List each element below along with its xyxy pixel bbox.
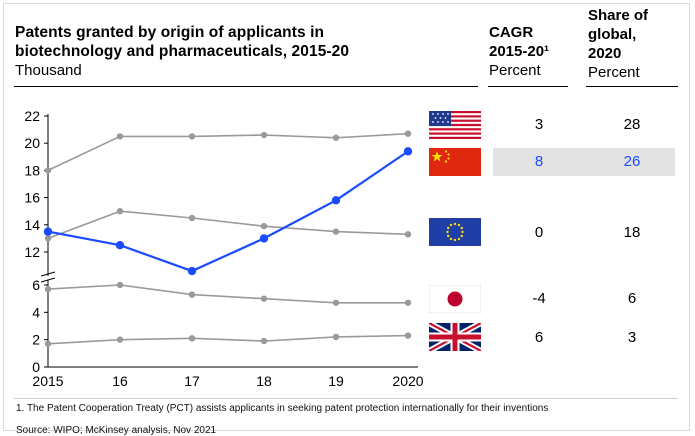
series-line bbox=[47, 150, 409, 273]
y-tick-label: 6 bbox=[32, 277, 40, 293]
x-tick-label: 19 bbox=[328, 373, 344, 389]
footer-rule bbox=[14, 398, 678, 399]
share-column-header: Share of global, 2020 Percent bbox=[588, 6, 648, 82]
data-point bbox=[188, 133, 196, 140]
data-point bbox=[116, 281, 124, 289]
y-tick-label: 14 bbox=[24, 217, 40, 233]
china-row-highlight bbox=[493, 148, 675, 176]
data-point bbox=[188, 214, 196, 222]
cagr-header-unit: Percent bbox=[489, 62, 541, 79]
data-point bbox=[187, 266, 197, 276]
data-point bbox=[332, 299, 340, 306]
data-point bbox=[188, 335, 196, 342]
china-flag-icon bbox=[429, 148, 481, 176]
y-tick-label: 18 bbox=[24, 162, 40, 178]
y-tick-label: 20 bbox=[24, 135, 40, 151]
data-point bbox=[403, 147, 413, 156]
axis-break-mark-1 bbox=[40, 271, 56, 277]
data-point bbox=[260, 131, 268, 139]
data-point bbox=[404, 299, 412, 306]
x-tick-label: 17 bbox=[184, 373, 200, 389]
data-point bbox=[260, 337, 268, 345]
us-share-value: 28 bbox=[623, 116, 641, 133]
data-point bbox=[44, 340, 52, 347]
data-point bbox=[188, 291, 196, 298]
uk-flag-icon bbox=[429, 323, 481, 351]
uk-share-value: 3 bbox=[627, 329, 637, 346]
eu-flag-icon bbox=[429, 218, 481, 246]
japan-cagr-value: -4 bbox=[532, 290, 546, 307]
chart-frame bbox=[3, 3, 690, 431]
data-point bbox=[44, 285, 52, 293]
us-cagr-value: 3 bbox=[534, 116, 544, 133]
title-block: Patents granted by origin of applicants … bbox=[15, 23, 475, 80]
cagr-header-line-1: CAGR bbox=[489, 24, 534, 41]
title-rule bbox=[14, 86, 478, 87]
series-layer bbox=[43, 130, 413, 347]
data-point bbox=[43, 227, 53, 236]
cagr-column-header: CAGR 2015-20¹ Percent bbox=[489, 23, 549, 80]
uk-cagr-value: 6 bbox=[534, 329, 544, 346]
series-line bbox=[47, 210, 409, 240]
chart-title-line-2: biotechnology and pharmaceuticals, 2015-… bbox=[15, 43, 350, 60]
y-tick-label: 12 bbox=[24, 244, 40, 260]
japan-share-value: 6 bbox=[627, 290, 637, 307]
y-axis: 0 2 4 6 12 14 16 18 20 22 bbox=[24, 108, 418, 375]
share-header-unit: Percent bbox=[588, 64, 640, 81]
series-line bbox=[47, 284, 408, 304]
data-point bbox=[332, 333, 340, 341]
share-header-line-1: Share of bbox=[588, 7, 649, 24]
data-point bbox=[331, 196, 341, 205]
chart-title-line-1: Patents granted by origin of applicants … bbox=[15, 24, 325, 41]
eu-share-value: 18 bbox=[623, 224, 641, 241]
share-header-line-3: 2020 bbox=[588, 45, 622, 62]
data-point bbox=[332, 228, 340, 235]
footnote: 1. The Patent Cooperation Treaty (PCT) a… bbox=[16, 403, 549, 414]
data-point bbox=[260, 295, 268, 302]
axis-break-mark-2 bbox=[40, 277, 56, 283]
data-point bbox=[44, 235, 52, 242]
y-tick-label: 22 bbox=[24, 108, 40, 124]
x-tick-label: 16 bbox=[112, 373, 128, 389]
y-tick-label: 0 bbox=[32, 359, 40, 375]
data-point bbox=[404, 231, 412, 238]
cagr-header-line-2: 2015-20¹ bbox=[489, 43, 550, 60]
source-note: Source: WIPO; McKinsey analysis, Nov 202… bbox=[16, 425, 217, 436]
x-tick-label: 18 bbox=[256, 373, 272, 389]
y-tick-label: 2 bbox=[32, 332, 40, 348]
share-header-line-2: global, bbox=[588, 26, 637, 43]
data-point bbox=[259, 234, 269, 243]
data-point bbox=[116, 336, 124, 343]
data-point bbox=[44, 167, 52, 174]
series-line bbox=[47, 132, 409, 172]
data-point bbox=[404, 130, 412, 137]
us-flag-icon bbox=[429, 111, 481, 139]
china-share-value: 26 bbox=[623, 153, 641, 170]
data-point bbox=[115, 241, 125, 250]
y-tick-label: 16 bbox=[24, 190, 40, 206]
japan-flag-icon bbox=[429, 285, 481, 313]
eu-cagr-value: 0 bbox=[534, 224, 544, 241]
chart-unit-label: Thousand bbox=[15, 62, 82, 79]
data-point bbox=[404, 332, 412, 339]
y-tick-label: 4 bbox=[32, 304, 40, 320]
data-point bbox=[116, 133, 124, 140]
data-point bbox=[260, 222, 268, 230]
cagr-rule bbox=[488, 86, 568, 87]
data-point bbox=[116, 208, 124, 215]
data-point bbox=[332, 134, 340, 141]
x-tick-label: 2015 bbox=[32, 373, 63, 389]
share-rule bbox=[586, 86, 678, 87]
series-line bbox=[47, 334, 409, 345]
x-tick-label: 2020 bbox=[392, 373, 423, 389]
x-axis: 2015 16 17 18 19 2020 bbox=[32, 373, 423, 389]
china-cagr-value: 8 bbox=[534, 153, 544, 170]
